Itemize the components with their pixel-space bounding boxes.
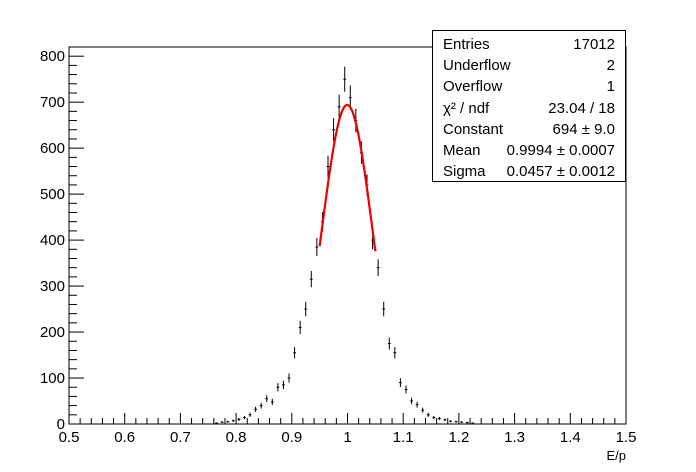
stats-label: χ² / ndf: [443, 99, 490, 117]
stats-box: Entries 17012 Underflow 2 Overflow 1 χ² …: [432, 30, 626, 182]
stats-label: Constant: [443, 120, 504, 138]
x-tick-label: 1.4: [560, 429, 581, 446]
y-tick-label: 300: [40, 278, 65, 295]
x-tick-label: 1.3: [504, 429, 525, 446]
histogram-bin: [248, 412, 252, 417]
stats-value: 23.04 / 18: [548, 99, 615, 117]
histogram-bin: [315, 237, 319, 257]
x-tick-label: 0.9: [281, 429, 302, 446]
stats-label: Entries: [443, 36, 490, 53]
histogram-bin: [293, 347, 296, 359]
histogram-bin: [376, 259, 380, 277]
histogram-bin: [404, 385, 408, 394]
stats-row-mean: Mean 0.9994 ± 0.0007: [443, 140, 615, 161]
stats-label: Overflow: [443, 78, 503, 96]
x-tick-label: 1.2: [448, 429, 469, 446]
stats-value: 17012: [573, 36, 615, 53]
histogram-bin: [231, 419, 235, 422]
x-tick-label: 1.5: [616, 429, 637, 446]
histogram-bin: [259, 402, 263, 409]
x-tick-label: 0.5: [59, 429, 80, 446]
histogram-bin: [220, 421, 224, 424]
histogram-bin: [276, 383, 280, 392]
stats-value: 0.0457 ± 0.0012: [506, 163, 615, 181]
stats-row-entries: Entries 17012: [443, 34, 615, 55]
axis-ticks: [68, 55, 627, 425]
stats-row-underflow: Underflow 2: [443, 55, 615, 76]
histogram-bin: [270, 398, 274, 406]
histogram-bin: [304, 301, 308, 317]
axis-tick-labels: 0.5 0.6 0.7 0.8 0.9 1 1.1 1.2 1.3 1.4 1.5 0 100 200 30…: [40, 48, 636, 446]
histogram-bin: [421, 407, 425, 413]
x-tick-label: 0.8: [226, 429, 247, 446]
histogram-bin: [309, 271, 313, 288]
histogram-bin: [393, 347, 397, 359]
y-tick-label: 200: [40, 324, 65, 341]
histogram-bin: [387, 337, 391, 350]
stats-value: 2: [606, 57, 615, 75]
x-tick-label: 1.1: [393, 429, 414, 446]
stats-label: Underflow: [443, 57, 511, 75]
histogram-bin: [449, 420, 452, 423]
histogram-bin: [243, 415, 246, 420]
y-tick-label: 700: [40, 94, 65, 111]
histogram-bin: [226, 420, 230, 423]
histogram-bin: [432, 415, 436, 420]
gaussian-fit-curve: [318, 103, 377, 252]
y-tick-label: 0: [57, 416, 65, 433]
stats-row-chi2: χ² / ndf 23.04 / 18: [443, 98, 615, 119]
histogram-bin: [399, 378, 402, 387]
x-tick-label: 0.7: [170, 429, 191, 446]
histogram-bin: [237, 417, 241, 421]
histogram-bin: [332, 118, 335, 142]
histogram-bin: [382, 301, 386, 317]
y-tick-label: 100: [40, 370, 65, 387]
histogram-bin: [287, 373, 291, 383]
stats-value: 0.9994 ± 0.0007: [506, 141, 615, 159]
x-tick-label: 1: [343, 429, 351, 446]
y-tick-label: 800: [40, 48, 65, 65]
histogram-bin: [254, 406, 257, 412]
histogram-bin: [443, 418, 447, 422]
histogram-bin: [438, 416, 441, 421]
histogram-bin: [410, 397, 413, 405]
y-tick-label: 400: [40, 232, 65, 249]
histogram-bin: [426, 412, 430, 417]
histogram-bin: [465, 421, 469, 424]
histogram-bin: [343, 66, 347, 92]
x-axis-label: E/p: [606, 448, 626, 463]
y-tick-label: 600: [40, 140, 65, 157]
histogram-bin: [282, 380, 285, 390]
histogram-bin: [215, 422, 218, 424]
histogram-bin: [265, 395, 269, 403]
histogram-bin: [326, 155, 330, 178]
stats-label: Sigma: [443, 163, 486, 181]
stats-row-overflow: Overflow 1: [443, 76, 615, 97]
histogram-bin: [454, 420, 458, 423]
stats-value: 1: [606, 78, 615, 96]
stats-row-constant: Constant 694 ± 9.0: [443, 119, 615, 140]
y-tick-label: 500: [40, 186, 65, 203]
x-tick-label: 0.6: [114, 429, 135, 446]
histogram-bin: [460, 421, 464, 424]
stats-label: Mean: [443, 141, 481, 159]
histogram-bin: [337, 94, 341, 119]
stats-row-sigma: Sigma 0.0457 ± 0.0012: [443, 161, 615, 182]
stats-value: 694 ± 9.0: [552, 120, 615, 138]
histogram-bin: [471, 422, 475, 424]
histogram-bin: [298, 320, 302, 335]
histogram-bin: [415, 401, 419, 408]
